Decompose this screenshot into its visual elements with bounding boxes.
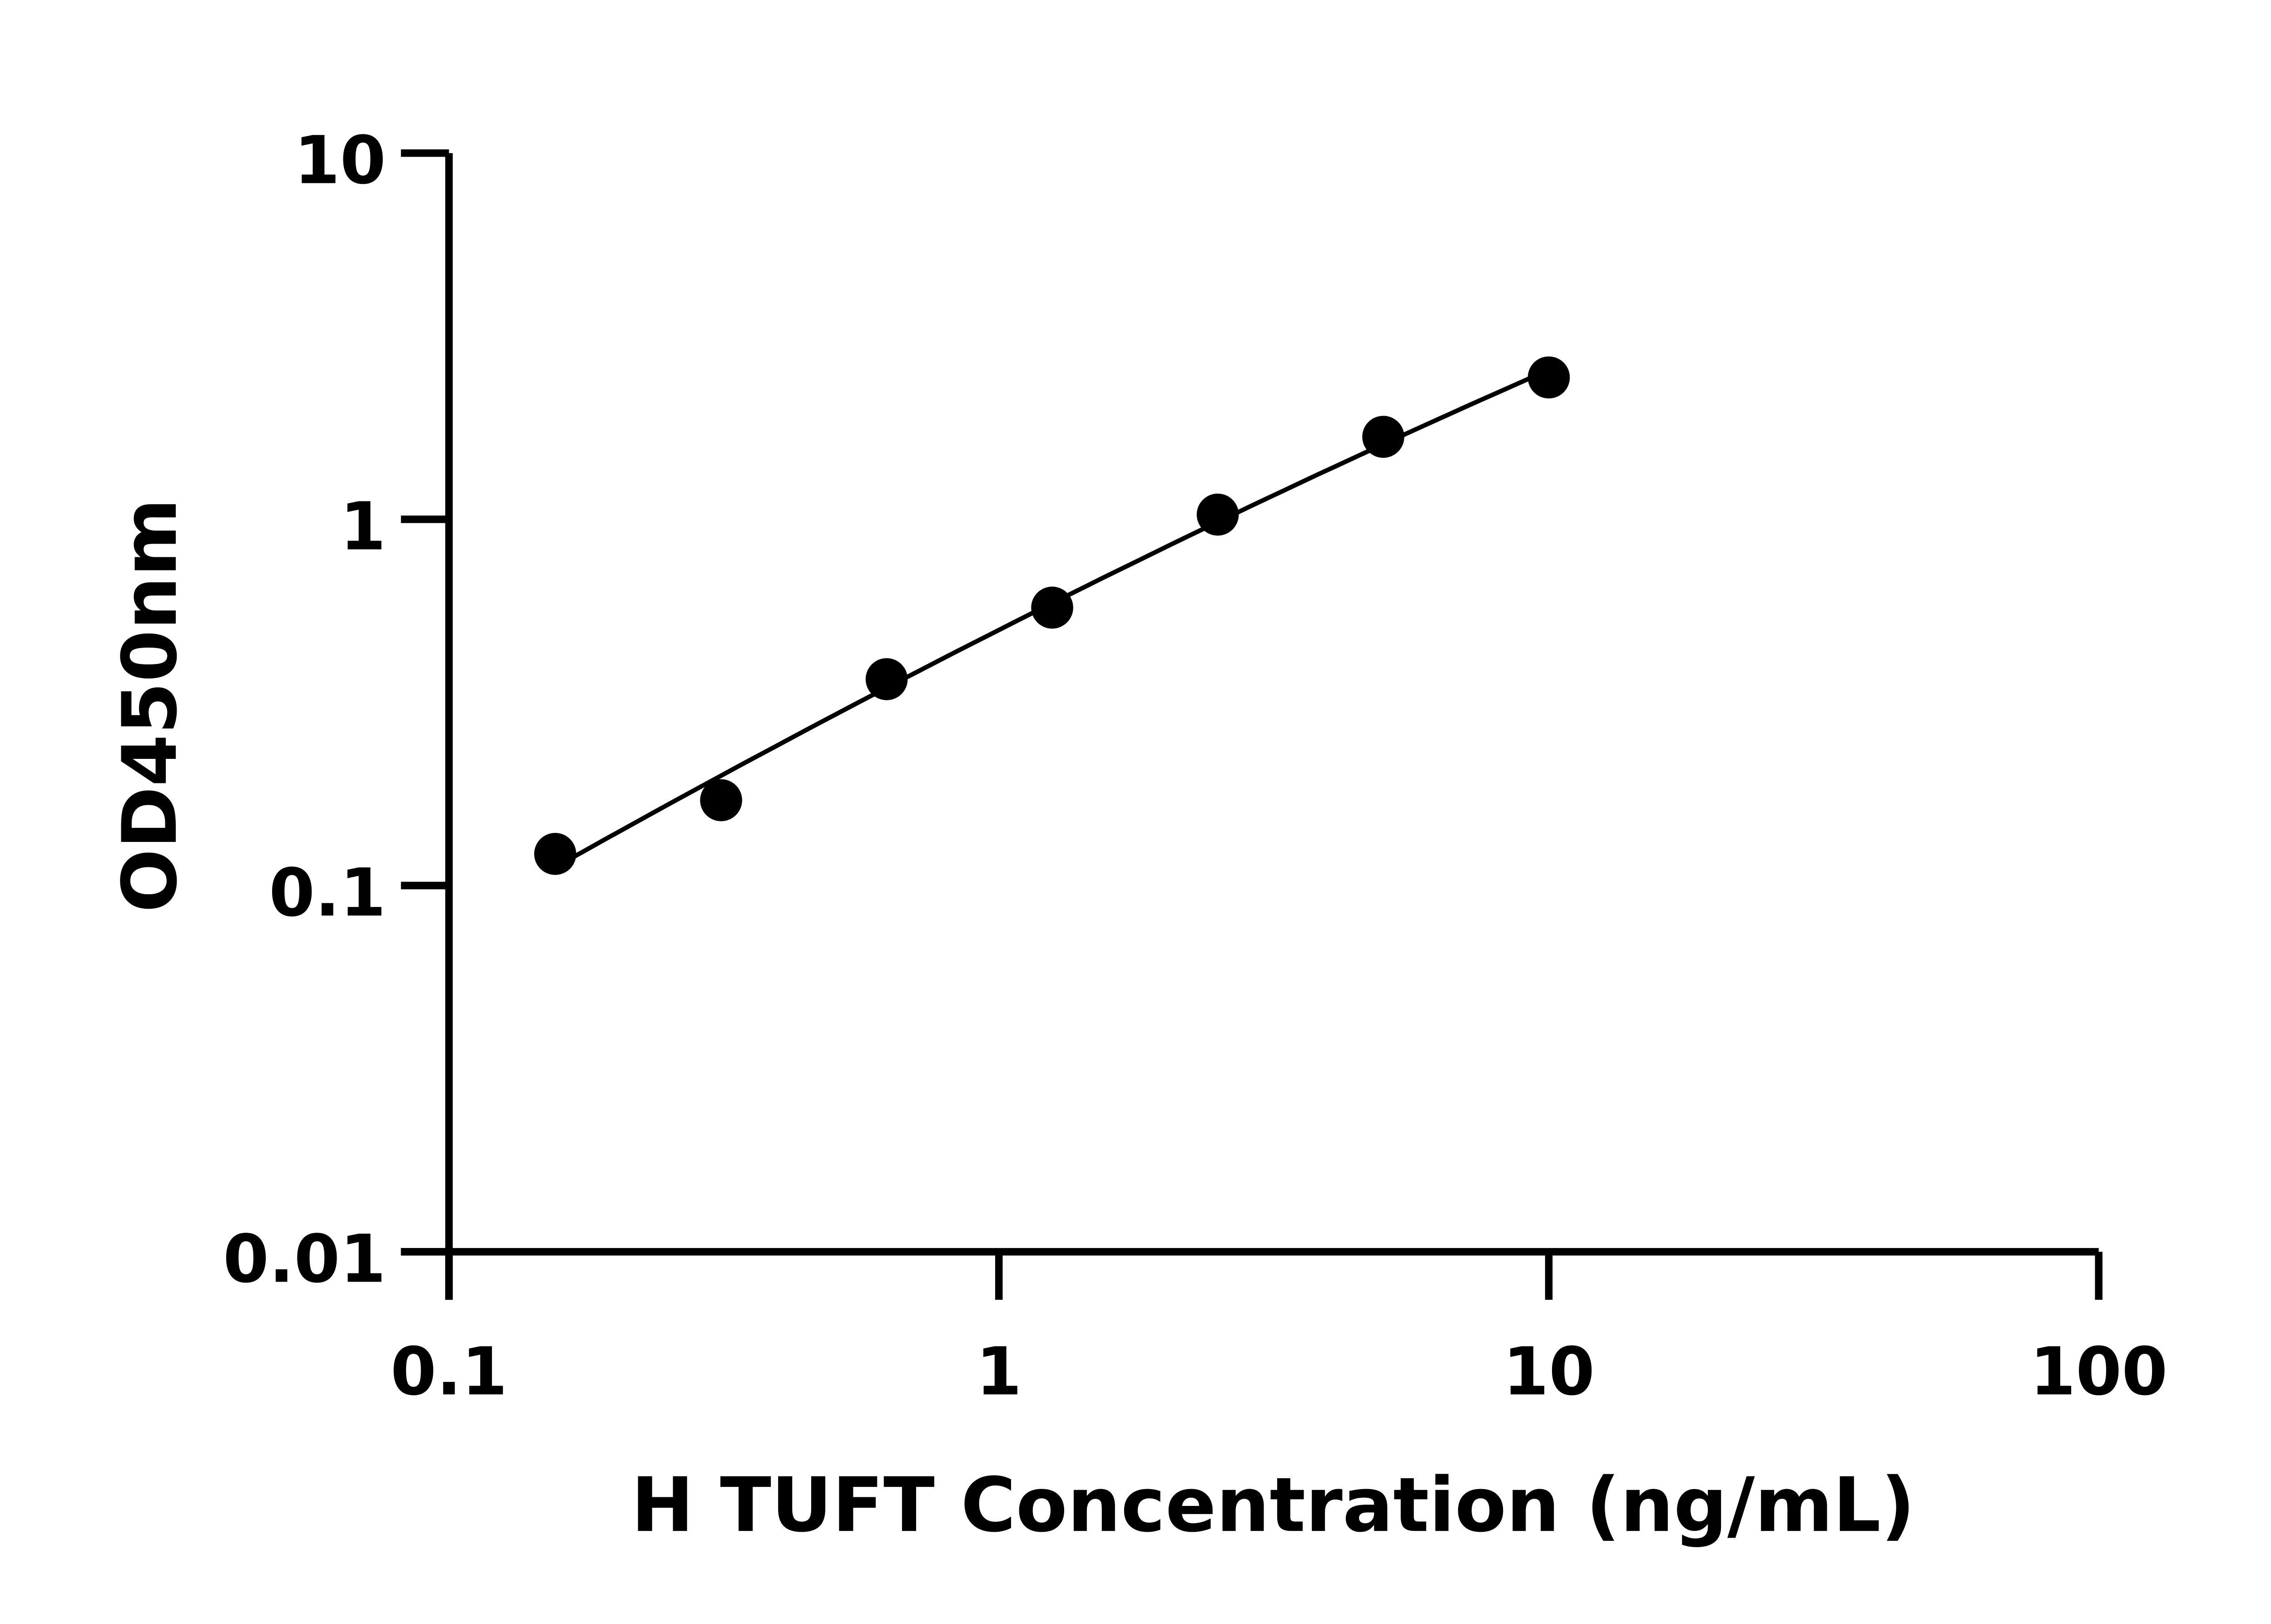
x-tick-label: 0.1 xyxy=(391,1333,508,1410)
y-tick-label: 0.01 xyxy=(223,1221,386,1297)
data-point xyxy=(1362,416,1404,458)
y-tick-label: 10 xyxy=(294,122,386,199)
x-tick-label: 100 xyxy=(2030,1333,2168,1410)
data-point xyxy=(1527,356,1570,399)
data-point xyxy=(1196,493,1239,536)
x-axis-label: H TUFT Concentration (ng/mL) xyxy=(631,1461,1915,1549)
y-tick-label: 1 xyxy=(340,489,386,565)
x-tick-label: 1 xyxy=(976,1333,1022,1410)
y-axis-label: OD450nm xyxy=(106,498,193,912)
y-tick-label: 0.1 xyxy=(269,855,386,931)
x-tick-label: 10 xyxy=(1503,1333,1595,1410)
data-point xyxy=(534,833,576,875)
data-point xyxy=(1031,586,1073,629)
data-point xyxy=(865,658,908,700)
axes xyxy=(401,153,2099,1300)
data-points xyxy=(534,356,1570,875)
data-point xyxy=(700,779,742,822)
